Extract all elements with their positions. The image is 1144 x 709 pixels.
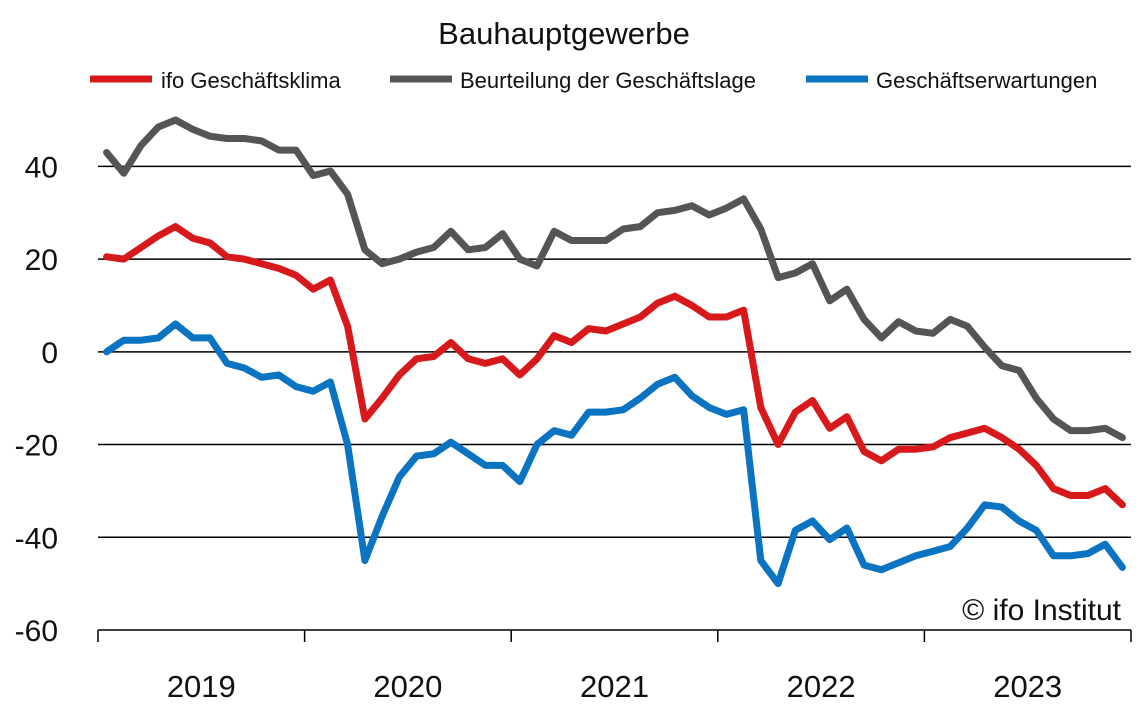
y-tick-label--40: -40 <box>15 522 58 555</box>
x-axis: 2019 2020 2021 2022 2023 <box>97 629 1132 704</box>
x-tick-label-2021: 2021 <box>580 669 649 704</box>
y-tick-label--20: -20 <box>15 430 58 463</box>
series-line-ifo-geschaeftsklima <box>103 223 1126 509</box>
y-tick-label-20: 20 <box>25 244 58 277</box>
y-tick-labels: 40 20 0 -20 -40 -60 <box>15 151 58 648</box>
legend-item-geschaeftserwartungen: Geschäftserwartungen <box>806 68 1097 93</box>
x-tick-label-2019: 2019 <box>167 669 236 704</box>
x-tick-label-2022: 2022 <box>787 669 856 704</box>
copyright-notice: © ifo Institut <box>962 594 1121 627</box>
y-tick-label--60: -60 <box>15 615 58 648</box>
x-tick-label-2023: 2023 <box>993 669 1062 704</box>
x-tick-label-2020: 2020 <box>373 669 442 704</box>
legend-item-beurteilung-der-geschaeftslage: Beurteilung der Geschäftslage <box>390 68 756 93</box>
series-line-geschaeftserwartungen <box>103 320 1126 588</box>
legend-label-beurteilung-der-geschaeftslage: Beurteilung der Geschäftslage <box>460 68 756 93</box>
series-line-beurteilung-der-geschaeftslage <box>103 116 1126 442</box>
legend-item-ifo-geschaeftsklima: ifo Geschäftsklima <box>90 68 341 93</box>
legend-label-ifo-geschaeftsklima: ifo Geschäftsklima <box>161 68 341 93</box>
y-tick-label-0: 0 <box>41 337 58 370</box>
y-tick-label-40: 40 <box>25 151 58 184</box>
legend-label-geschaeftserwartungen: Geschäftserwartungen <box>876 68 1097 93</box>
gridlines <box>98 165 1131 539</box>
series-lines <box>103 116 1126 588</box>
chart-title: Bauhauptgewerbe <box>438 16 690 51</box>
legend: ifo Geschäftsklima Beurteilung der Gesch… <box>90 68 1097 93</box>
